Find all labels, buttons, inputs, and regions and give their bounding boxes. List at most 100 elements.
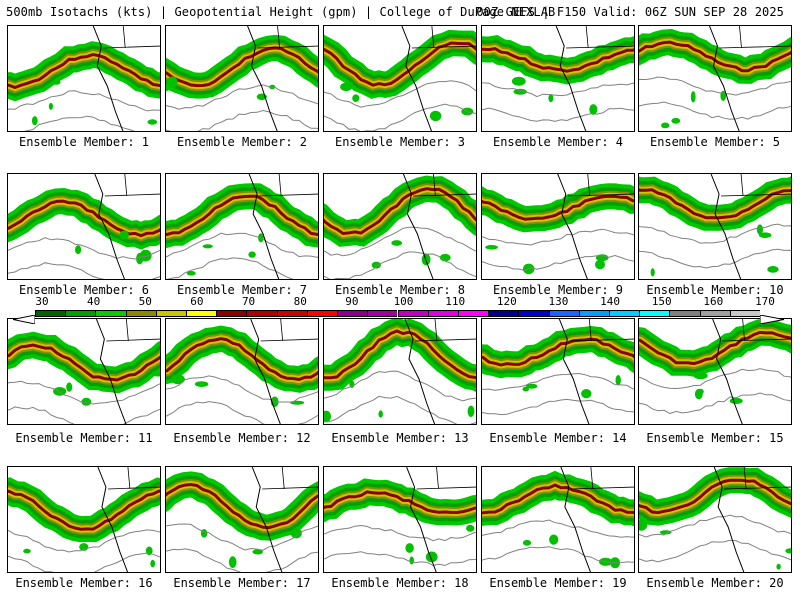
colorbar-segment	[35, 310, 66, 317]
wind-patch	[186, 271, 196, 276]
wind-patch	[425, 551, 438, 563]
jet-band	[324, 329, 476, 380]
coastline	[713, 467, 745, 572]
colorbar-segment	[186, 310, 217, 317]
height-contour	[639, 514, 791, 538]
wind-patch	[228, 556, 237, 568]
ensemble-member-label: Ensemble Member: 18	[331, 576, 469, 590]
political-border	[260, 319, 318, 342]
height-contour	[639, 76, 791, 96]
ensemble-member-label: Ensemble Member: 19	[489, 576, 627, 590]
isotach-map-graphic	[8, 319, 160, 424]
wind-patch	[767, 266, 779, 273]
wind-patch	[756, 224, 763, 235]
political-border	[259, 174, 318, 197]
ensemble-member-map	[165, 25, 319, 132]
coastline	[95, 319, 127, 424]
isotach-map-graphic	[324, 467, 476, 572]
wind-patch	[697, 388, 704, 395]
isotach-map-graphic	[8, 174, 160, 279]
wind-patch	[595, 259, 605, 270]
ensemble-member-label: Ensemble Member: 6	[18, 283, 150, 297]
ensemble-member-map	[638, 466, 792, 573]
height-contour	[482, 82, 634, 98]
height-contour	[166, 401, 318, 424]
wind-patch	[785, 548, 791, 554]
ensemble-member-map	[481, 466, 635, 573]
colorbar-tick-label: 140	[600, 295, 620, 308]
ensemble-member-map	[165, 173, 319, 280]
wind-patch	[147, 119, 158, 125]
wind-patch	[170, 374, 185, 385]
isotach-map-graphic	[324, 174, 476, 279]
ensemble-member-label: Ensemble Member: 8	[334, 283, 466, 297]
height-contour	[8, 406, 160, 424]
ensemble-member-map	[7, 318, 161, 425]
ensemble-member-label: Ensemble Member: 17	[173, 576, 311, 590]
colorbar-segment	[337, 310, 368, 317]
wind-patch	[513, 88, 527, 95]
coastline	[402, 174, 434, 279]
colorbar-tick-label: 120	[496, 295, 517, 308]
jet-band	[8, 489, 160, 531]
political-border	[570, 467, 634, 490]
wind-patch	[119, 230, 129, 240]
political-border	[106, 319, 160, 342]
coastline	[251, 467, 283, 572]
jet-band	[482, 194, 634, 221]
height-contour	[324, 551, 476, 566]
height-contour	[324, 370, 476, 402]
coastline	[406, 467, 437, 572]
colorbar-segment	[276, 310, 307, 317]
wind-patch	[690, 91, 696, 103]
ensemble-member-label: Ensemble Member: 9	[492, 283, 624, 297]
coastline	[94, 174, 125, 279]
height-contour	[324, 103, 476, 131]
isotach-map-graphic	[8, 26, 160, 131]
ensemble-member-map	[481, 25, 635, 132]
wind-patch	[511, 76, 526, 86]
wind-patch	[693, 372, 708, 380]
ensemble-member-label: Ensemble Member: 20	[646, 576, 784, 590]
isotach-map-graphic	[482, 26, 634, 131]
wind-patch	[48, 102, 54, 110]
colorbar-tick-label: 110	[445, 295, 466, 308]
wind-patch	[349, 380, 355, 388]
wind-patch	[200, 529, 208, 538]
colorbar-tick-label: 130	[548, 295, 569, 308]
coastline	[92, 26, 124, 131]
wind-patch	[371, 261, 381, 269]
wind-patch	[409, 556, 414, 565]
isotach-map-graphic	[166, 467, 318, 572]
height-contour	[639, 248, 791, 269]
wind-patch	[52, 79, 61, 85]
wind-patch	[639, 519, 648, 531]
colorbar-tick-label: 70	[241, 295, 256, 308]
ensemble-member-label: Ensemble Member: 1	[18, 135, 150, 149]
colorbar-segment	[155, 310, 187, 317]
colorbar-left-arrow-outline	[12, 309, 36, 325]
isotach-map-graphic	[639, 174, 791, 279]
jet-band	[166, 46, 318, 88]
political-border	[724, 467, 791, 490]
jet-band	[324, 187, 476, 236]
wind-patch	[522, 539, 532, 546]
isotach-map-graphic	[324, 26, 476, 131]
wind-patch	[150, 559, 156, 568]
wind-patch	[23, 548, 31, 554]
wind-patch	[252, 549, 263, 555]
ensemble-member-map	[7, 25, 161, 132]
colorbar-segment	[457, 310, 489, 317]
ensemble-member-map	[323, 318, 477, 425]
wind-patch	[136, 252, 144, 265]
political-border	[721, 174, 791, 197]
colorbar-segment	[729, 310, 760, 317]
ensemble-member-map	[481, 173, 635, 280]
wind-patch	[81, 397, 92, 406]
coastline	[558, 319, 590, 424]
isotach-map-graphic	[324, 319, 476, 424]
political-border	[414, 319, 476, 342]
colorbar-tick-label: 50	[138, 295, 152, 308]
colorbar-segment	[639, 310, 670, 317]
ensemble-member-label: Ensemble Member: 10	[646, 283, 784, 297]
